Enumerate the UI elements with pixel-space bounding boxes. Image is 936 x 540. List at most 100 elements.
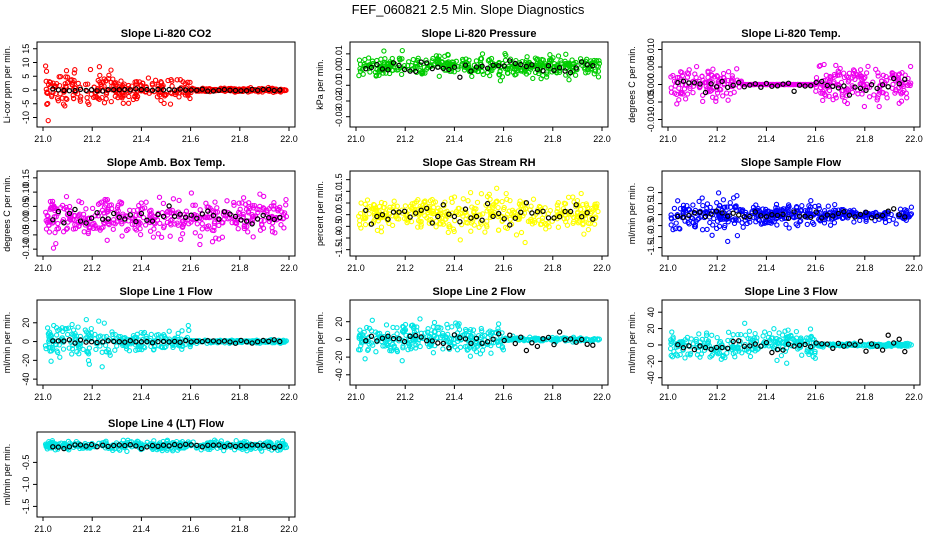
data-point bbox=[681, 205, 687, 212]
data-point bbox=[804, 221, 810, 228]
data-point bbox=[77, 96, 83, 102]
data-point-mean bbox=[730, 82, 736, 89]
data-point-mean bbox=[819, 341, 825, 347]
data-point bbox=[196, 338, 203, 345]
data-point-mean bbox=[774, 83, 781, 89]
data-point bbox=[718, 87, 724, 93]
data-point bbox=[699, 227, 706, 233]
data-point bbox=[852, 76, 858, 83]
data-point bbox=[358, 340, 365, 346]
data-point bbox=[375, 214, 381, 221]
data-point bbox=[413, 69, 420, 76]
data-point bbox=[100, 79, 106, 85]
data-point bbox=[150, 234, 157, 240]
data-point-mean bbox=[468, 340, 474, 346]
data-point bbox=[904, 214, 911, 220]
data-point bbox=[863, 70, 870, 76]
x-tick-label: 21.0 bbox=[34, 263, 52, 273]
data-point bbox=[504, 196, 510, 202]
data-point-mean bbox=[802, 213, 808, 219]
y-axis-label: Li-cor ppm per min. bbox=[2, 46, 12, 124]
data-point-mean bbox=[435, 64, 441, 70]
data-point bbox=[673, 220, 679, 226]
data-point-mean bbox=[691, 80, 698, 86]
y-tick-label: 0.010 bbox=[646, 38, 656, 61]
data-point-mean bbox=[77, 442, 84, 448]
data-point-mean bbox=[556, 329, 563, 335]
data-point bbox=[681, 86, 688, 92]
data-point bbox=[367, 69, 373, 75]
data-point bbox=[730, 350, 736, 357]
data-point bbox=[42, 63, 49, 69]
data-point bbox=[44, 101, 50, 107]
data-point-mean bbox=[435, 340, 441, 346]
data-point-mean bbox=[584, 62, 590, 68]
data-point bbox=[547, 52, 553, 58]
data-point-mean bbox=[473, 64, 480, 70]
data-point bbox=[145, 75, 152, 81]
data-point-mean bbox=[72, 340, 78, 346]
data-point bbox=[668, 212, 674, 218]
data-point-mean bbox=[879, 347, 886, 353]
data-point bbox=[505, 66, 511, 73]
data-point-mean bbox=[221, 86, 228, 93]
data-point-mean bbox=[249, 340, 255, 346]
data-point-mean bbox=[902, 348, 908, 355]
data-point bbox=[690, 89, 696, 96]
data-point bbox=[687, 350, 694, 357]
data-point bbox=[592, 68, 599, 74]
data-point-mean bbox=[697, 209, 703, 215]
data-point bbox=[827, 76, 834, 82]
data-point bbox=[855, 91, 861, 97]
data-point-mean bbox=[194, 215, 200, 221]
data-point bbox=[271, 203, 277, 209]
data-point-mean bbox=[725, 84, 731, 91]
data-point-mean bbox=[808, 344, 814, 350]
data-point-mean bbox=[774, 212, 781, 219]
data-point bbox=[850, 67, 857, 73]
data-point bbox=[409, 201, 415, 207]
x-tick-label: 21.2 bbox=[396, 392, 414, 402]
data-point-mean bbox=[401, 208, 408, 214]
data-point bbox=[182, 92, 189, 98]
data-point bbox=[366, 341, 372, 347]
data-point bbox=[742, 332, 749, 338]
data-point bbox=[133, 227, 140, 233]
data-point bbox=[168, 217, 174, 224]
data-point-mean bbox=[479, 217, 485, 223]
plot-frame bbox=[349, 299, 609, 386]
data-point bbox=[96, 210, 103, 216]
data-point bbox=[530, 196, 537, 202]
data-point bbox=[668, 337, 674, 343]
data-point bbox=[84, 95, 90, 101]
chart-title: Slope Li-820 Temp. bbox=[741, 28, 840, 40]
data-point-mean bbox=[763, 213, 770, 220]
data-point-mean bbox=[418, 59, 424, 65]
data-point bbox=[570, 218, 577, 225]
x-tick-label: 21.4 bbox=[758, 392, 776, 402]
data-point bbox=[731, 345, 737, 351]
data-point bbox=[412, 207, 418, 213]
data-point-mean bbox=[144, 444, 150, 450]
data-point-mean bbox=[551, 67, 557, 74]
data-point bbox=[774, 222, 780, 228]
data-point bbox=[108, 79, 114, 86]
data-point bbox=[845, 87, 852, 93]
data-point-mean bbox=[523, 347, 530, 354]
x-tick-label: 21.6 bbox=[182, 134, 200, 144]
data-point-mean bbox=[741, 83, 748, 90]
data-point-mean bbox=[551, 215, 557, 221]
data-point-mean bbox=[857, 338, 864, 344]
data-point bbox=[836, 72, 843, 78]
data-point-mean bbox=[188, 87, 194, 93]
chart-title: Slope Li-820 CO2 bbox=[121, 28, 211, 40]
data-point-mean bbox=[166, 86, 172, 93]
data-point bbox=[236, 209, 242, 216]
data-point-mean bbox=[567, 336, 574, 342]
data-point bbox=[436, 324, 442, 330]
y-tick-label: -0.03 bbox=[334, 106, 344, 127]
data-point-mean bbox=[785, 341, 792, 347]
data-point bbox=[807, 326, 814, 332]
data-point-mean bbox=[529, 340, 535, 346]
